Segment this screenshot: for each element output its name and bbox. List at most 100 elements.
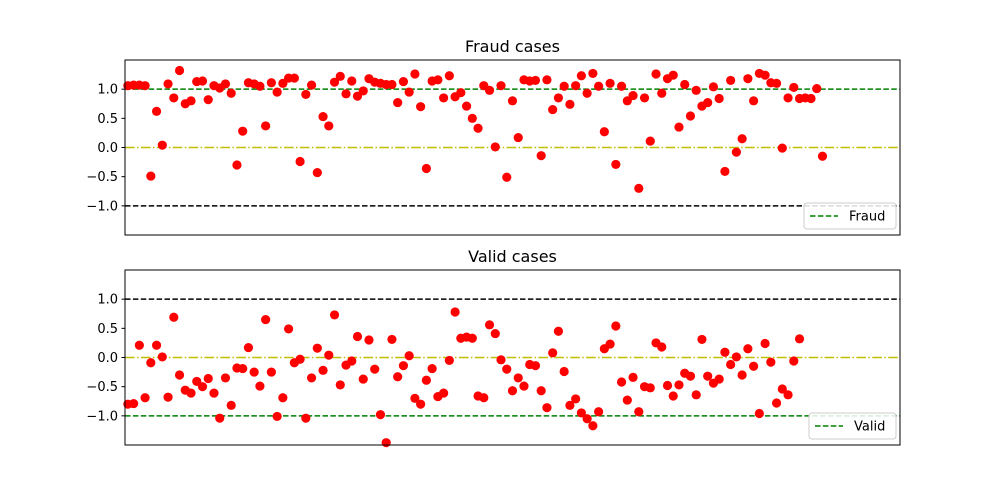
data-point — [255, 81, 265, 91]
data-point — [398, 76, 409, 87]
data-point — [186, 388, 196, 398]
data-point — [324, 121, 334, 131]
data-point — [220, 79, 231, 89]
y-tick-label: −1.0 — [86, 409, 118, 424]
data-point — [812, 83, 822, 94]
data-point — [685, 111, 696, 121]
data-point — [427, 363, 437, 374]
data-point — [691, 390, 701, 400]
data-point — [278, 393, 288, 403]
data-point — [416, 399, 426, 409]
data-point — [760, 70, 770, 80]
y-axis-ticks: 1.0 0.5 0.0 −0.5 −1.0 — [86, 293, 125, 424]
chart-title-fraud: Fraud cases — [465, 37, 560, 56]
data-point — [289, 73, 299, 83]
data-point — [599, 127, 609, 137]
data-point — [588, 68, 598, 79]
y-tick-label: 0.5 — [97, 322, 118, 337]
data-point — [358, 374, 368, 384]
data-point — [324, 350, 334, 360]
data-point — [605, 78, 615, 88]
data-point — [754, 408, 764, 419]
data-point — [530, 75, 541, 86]
data-point — [209, 388, 219, 398]
chart-title-valid: Valid cases — [468, 247, 557, 266]
data-point — [151, 106, 162, 116]
data-point — [634, 183, 644, 193]
data-point — [318, 365, 328, 375]
data-point — [789, 356, 799, 366]
data-point — [329, 77, 340, 87]
data-point — [507, 386, 518, 396]
data-point — [502, 172, 512, 182]
data-point — [295, 156, 305, 167]
data-point — [657, 342, 667, 352]
data-point — [410, 69, 420, 79]
data-point — [358, 86, 368, 96]
data-point — [536, 386, 546, 396]
data-point — [312, 167, 322, 178]
data-point — [668, 391, 678, 401]
y-tick-label: −1.0 — [86, 199, 118, 214]
fraud-cases-subplot: Fraud cases 1.0 0.5 0.0 −0.5 −1.0 Fraud — [86, 37, 901, 236]
data-point — [140, 81, 150, 91]
data-points — [123, 307, 805, 448]
data-point — [197, 382, 208, 392]
data-point — [284, 324, 294, 334]
data-point — [335, 71, 345, 81]
data-point — [760, 338, 770, 349]
y-tick-label: 0.0 — [97, 141, 118, 156]
data-point — [421, 163, 431, 174]
data-point — [507, 96, 518, 106]
data-point — [404, 87, 414, 97]
data-point — [657, 88, 667, 98]
data-point — [203, 95, 213, 105]
data-point — [708, 82, 719, 92]
legend-label: Fraud — [849, 210, 885, 225]
data-point — [174, 65, 185, 76]
data-point — [312, 343, 322, 353]
data-point — [571, 394, 581, 404]
data-point — [215, 413, 225, 423]
data-point — [496, 81, 506, 91]
data-point — [329, 310, 340, 320]
data-point — [817, 151, 828, 161]
data-point — [519, 381, 529, 391]
data-point — [450, 307, 460, 317]
data-point — [611, 321, 621, 331]
y-tick-label: 0.5 — [97, 112, 118, 127]
data-point — [151, 340, 162, 350]
data-point — [628, 90, 638, 101]
data-point — [559, 81, 569, 91]
data-point — [295, 354, 305, 364]
data-point — [616, 81, 627, 91]
data-point — [536, 151, 546, 161]
data-point — [634, 407, 644, 417]
data-point — [157, 140, 167, 150]
data-point — [261, 121, 271, 131]
data-point — [352, 331, 363, 342]
data-point — [444, 355, 454, 366]
data-point — [266, 78, 276, 88]
data-point — [777, 384, 787, 394]
y-tick-label: 0.0 — [97, 351, 118, 366]
data-point — [502, 364, 512, 374]
data-point — [157, 352, 167, 362]
data-point — [129, 398, 139, 409]
data-point — [594, 81, 604, 91]
data-point — [347, 76, 357, 86]
data-point — [416, 102, 426, 112]
data-point — [404, 351, 414, 361]
data-point — [484, 85, 495, 95]
legend: Valid — [808, 412, 897, 440]
data-point — [261, 314, 271, 325]
data-point — [318, 111, 328, 122]
data-point — [203, 373, 213, 384]
data-point — [398, 361, 409, 371]
data-point — [249, 367, 259, 377]
data-point — [703, 97, 713, 108]
data-point — [163, 392, 173, 402]
data-point — [611, 159, 621, 170]
data-point — [766, 357, 776, 367]
